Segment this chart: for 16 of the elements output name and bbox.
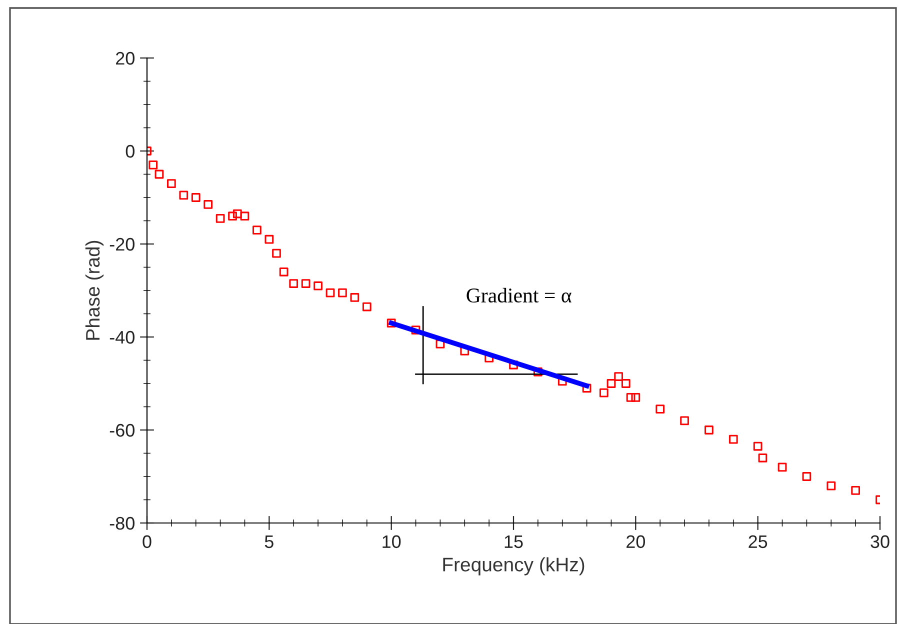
y-tick-label: -40 xyxy=(110,330,134,344)
y-tick-label: -80 xyxy=(110,516,134,530)
x-tick-label: 30 xyxy=(870,535,890,548)
x-axis-title: Frequency (kHz) xyxy=(443,557,584,576)
x-tick-label: 15 xyxy=(504,535,523,548)
y-tick-label: 20 xyxy=(116,52,134,65)
x-tick-label: 20 xyxy=(626,535,646,548)
y-tick-label: -60 xyxy=(110,424,134,437)
x-tick-label: 25 xyxy=(748,535,768,548)
y-tick-label: 0 xyxy=(126,144,134,158)
annotation: Gradient = α xyxy=(466,288,572,303)
y-tick-label: -20 xyxy=(110,238,134,251)
x-tick-label: 10 xyxy=(382,535,401,548)
x-tick-label: 5 xyxy=(264,535,274,548)
x-tick-label: 0 xyxy=(142,535,152,548)
y-axis-title: Phase (rad) xyxy=(85,240,104,340)
